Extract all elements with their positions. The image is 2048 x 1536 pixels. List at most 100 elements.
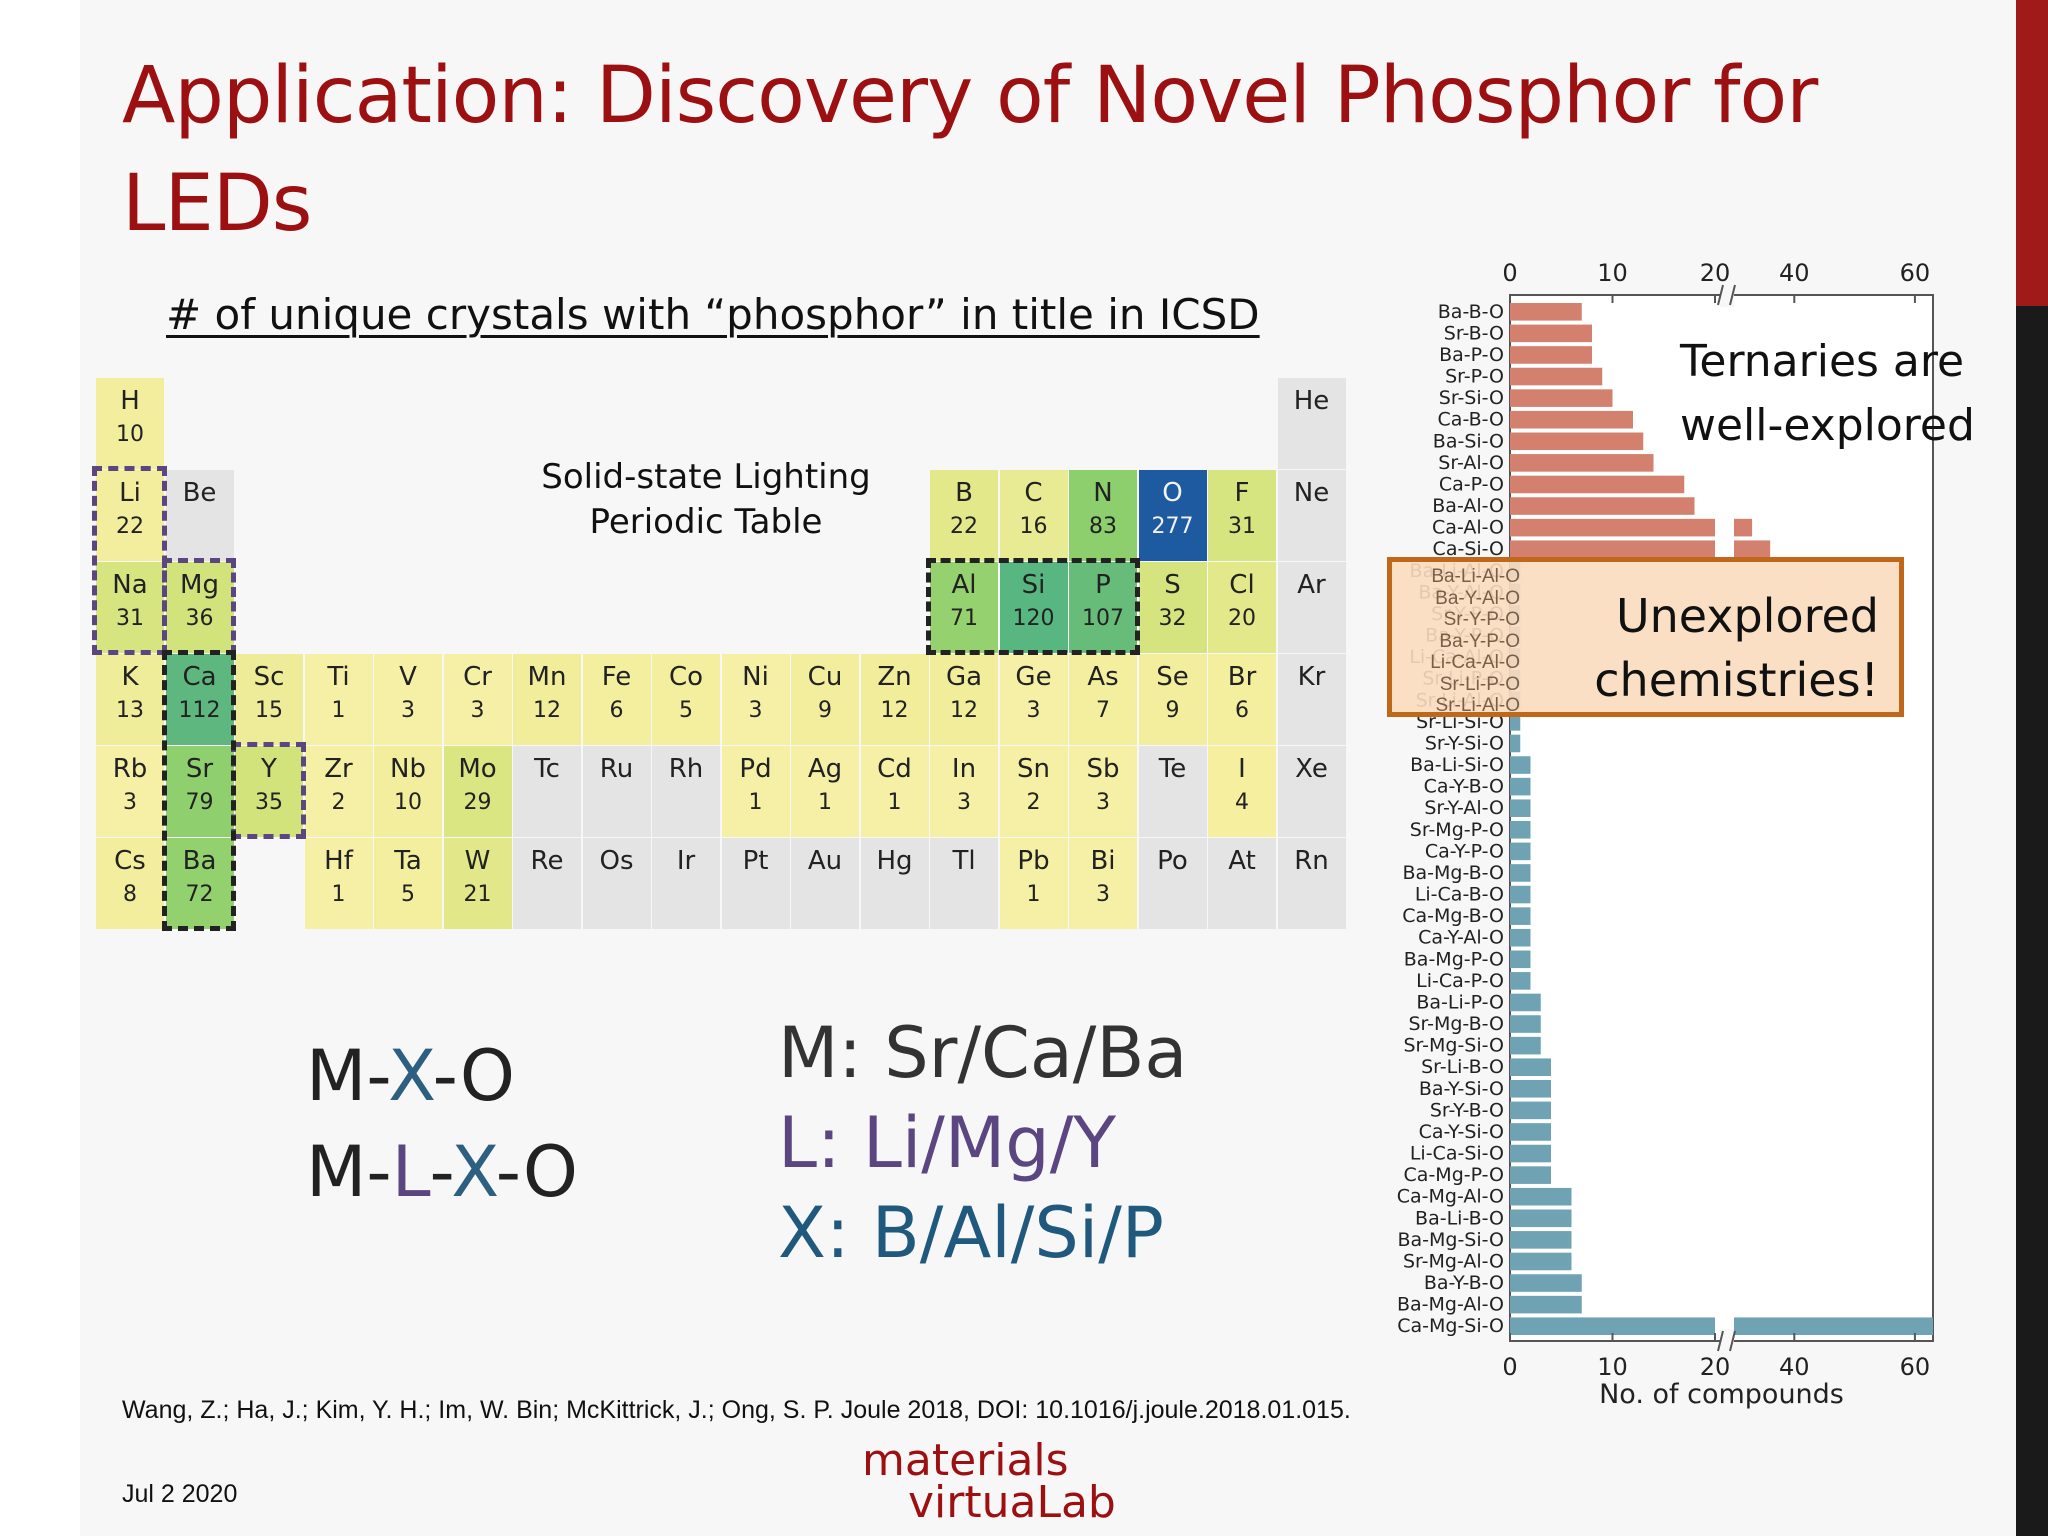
formula-part: X — [451, 1131, 496, 1213]
element-symbol: Ca — [182, 662, 217, 692]
category-label: Li-Ca-P-O — [1416, 970, 1504, 992]
tick-label: 10 — [1597, 1353, 1628, 1381]
category-label: Ca-Si-O — [1433, 538, 1504, 560]
element-cell-be: Be — [165, 470, 234, 561]
element-count: 1 — [1026, 882, 1041, 907]
category-label: Ca-Y-Al-O — [1418, 927, 1504, 949]
element-symbol: Ar — [1297, 570, 1326, 600]
bar — [1510, 1252, 1572, 1271]
element-count: 6 — [609, 698, 624, 723]
bar — [1510, 1101, 1551, 1120]
element-cell-hg: Hg — [860, 838, 929, 929]
element-symbol: Sn — [1017, 754, 1050, 784]
element-cell-na: Na 31 — [96, 562, 164, 653]
category-label: Ba-Mg-B-O — [1402, 862, 1504, 884]
element-count: 4 — [1235, 790, 1249, 815]
element-cell-pb: Pb 1 — [999, 838, 1068, 929]
element-cell-au: Au — [791, 838, 859, 929]
element-symbol: Ge — [1015, 662, 1052, 692]
element-legend: M: Sr/Ca/Ba L: Li/Mg/Y X: B/Al/Si/P — [778, 1008, 1187, 1278]
element-cell-cs: Cs 8 — [96, 838, 164, 929]
element-cell-c: C 16 — [999, 470, 1068, 561]
citation: Wang, Z.; Ha, J.; Kim, Y. H.; Im, W. Bin… — [122, 1396, 1351, 1424]
formula-part: -O — [495, 1131, 578, 1213]
element-cell-cr: Cr 3 — [443, 654, 512, 745]
bar — [1510, 518, 1715, 537]
element-cell-co: Co 5 — [652, 654, 720, 745]
element-symbol: Cu — [807, 662, 843, 692]
element-cell-ni: Ni 3 — [721, 654, 790, 745]
element-symbol: O — [1162, 478, 1183, 508]
element-count: 3 — [1096, 882, 1110, 907]
element-symbol: Rn — [1294, 846, 1329, 876]
element-symbol: Au — [807, 846, 843, 876]
element-symbol: Br — [1227, 662, 1257, 692]
element-count: 2 — [331, 790, 346, 815]
tick-label: 20 — [1700, 259, 1731, 287]
unexplored-text-line2: chemistries! — [1594, 653, 1879, 707]
category-label: Ba-Al-O — [1432, 495, 1504, 517]
element-symbol: Si — [1021, 570, 1046, 600]
element-cell-bi: Bi 3 — [1069, 838, 1137, 929]
bar — [1510, 1231, 1572, 1249]
element-count: 1 — [331, 882, 346, 907]
element-cell-he: He — [1277, 378, 1346, 469]
element-cell-rb: Rb 3 — [96, 746, 164, 837]
bar — [1734, 518, 1753, 537]
bar — [1510, 1080, 1551, 1098]
category-label: Ca-Mg-Al-O — [1397, 1186, 1504, 1208]
element-cell-xe: Xe — [1277, 746, 1346, 837]
bar — [1510, 389, 1613, 407]
category-label: Sr-Y-B-O — [1430, 1099, 1504, 1121]
formula-block: M-X-O M-L-X-O — [306, 1028, 578, 1220]
category-label: Sr-Al-O — [1438, 452, 1504, 474]
element-cell-ca: Ca 112 — [165, 654, 234, 745]
category-label: Ca-Mg-P-O — [1404, 1164, 1504, 1186]
element-count: 12 — [950, 698, 978, 723]
element-count: 31 — [116, 606, 144, 631]
element-count: 1 — [818, 790, 832, 815]
legend-x: X: B/Al/Si/P — [778, 1192, 1164, 1274]
element-symbol: Ni — [742, 662, 769, 692]
category-label: Ba-Y-B-O — [1424, 1272, 1504, 1294]
element-cell-zr: Zr 2 — [304, 746, 373, 837]
element-cell-h: H 10 — [96, 378, 164, 469]
unexplored-category: Ba-Y-Al-O — [1435, 587, 1520, 609]
bar — [1510, 950, 1531, 969]
formula-part: M- — [306, 1035, 389, 1117]
bar — [1510, 1187, 1572, 1206]
element-count: 3 — [957, 790, 971, 815]
category-label: Ba-Y-Si-O — [1419, 1078, 1504, 1100]
bar — [1510, 303, 1582, 321]
element-symbol: Fe — [601, 662, 632, 692]
element-cell-re: Re — [513, 838, 581, 929]
element-cell-o: O 277 — [1138, 470, 1207, 561]
element-symbol: Rh — [668, 754, 704, 784]
element-cell-rn: Rn — [1277, 838, 1346, 929]
element-symbol: C — [1024, 478, 1043, 508]
bar — [1510, 367, 1603, 386]
element-count: 31 — [1228, 514, 1256, 539]
element-cell-tl: Tl — [930, 838, 998, 929]
bar — [1734, 540, 1771, 558]
element-symbol: I — [1238, 754, 1246, 784]
bar — [1510, 410, 1633, 429]
element-count: 3 — [123, 790, 137, 815]
element-symbol: Cl — [1229, 570, 1255, 600]
category-label: Ba-Mg-P-O — [1404, 948, 1504, 970]
table-heading: # of unique crystals with “phosphor” in … — [166, 290, 1260, 339]
legend-m: M: Sr/Ca/Ba — [778, 1012, 1188, 1094]
bar — [1510, 799, 1531, 817]
element-cell-tc: Tc — [513, 746, 581, 837]
periodic-table-title-line1: Solid-state Lighting — [541, 457, 871, 497]
formula-mxo: M-X-O — [306, 1028, 578, 1124]
axis-break-mark — [1729, 284, 1736, 306]
element-symbol: Te — [1158, 754, 1187, 784]
bar — [1510, 540, 1715, 558]
ternary-annotation-line2: well-explored — [1680, 400, 1975, 451]
element-cell-po: Po — [1138, 838, 1207, 929]
bar — [1510, 1058, 1551, 1076]
element-symbol: Na — [112, 570, 148, 600]
category-label: Ca-Mg-Si-O — [1397, 1315, 1504, 1337]
element-symbol: Pd — [739, 754, 772, 784]
